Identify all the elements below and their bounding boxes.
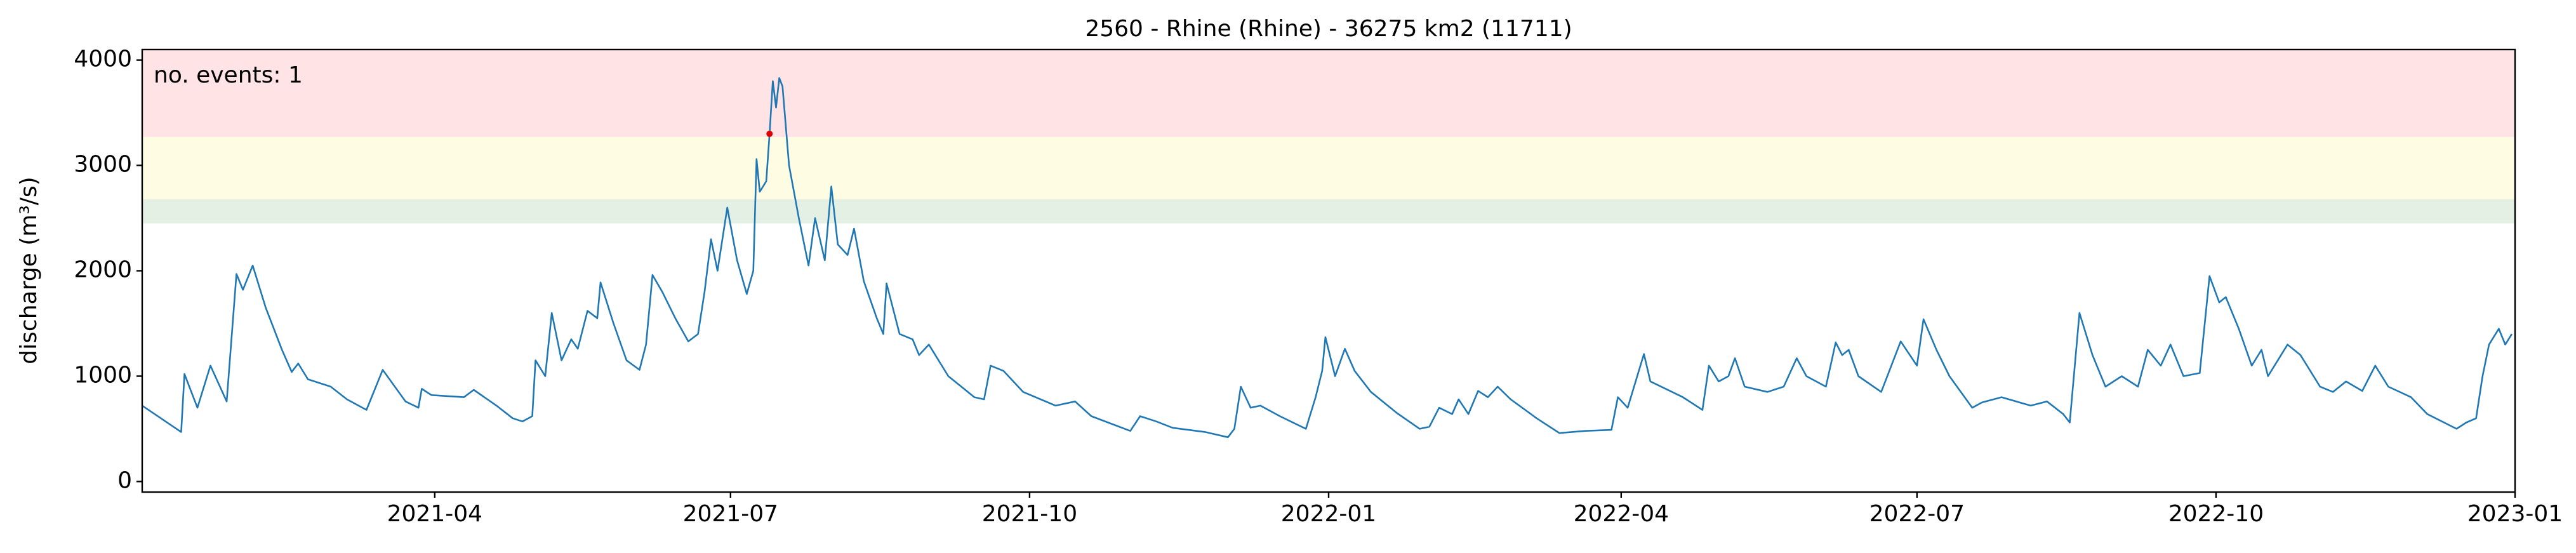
x-tick-label: 2021-10 <box>982 501 1077 527</box>
plot-frame <box>141 48 2516 493</box>
x-tick-label: 2022-07 <box>1869 501 1965 527</box>
discharge-line <box>142 77 2513 438</box>
y-tick-label: 3000 <box>74 152 132 178</box>
y-tick-label: 2000 <box>74 257 132 283</box>
y-axis-label: discharge (m³/s) <box>16 177 42 364</box>
threshold-band <box>142 137 2515 199</box>
x-tick-label: 2021-07 <box>683 501 778 527</box>
x-tick-label: 2022-04 <box>1574 501 1669 527</box>
event-marker <box>766 130 773 137</box>
x-tick-label: 2022-01 <box>1281 501 1376 527</box>
x-tick-label: 2023-01 <box>2467 501 2563 527</box>
y-tick-label: 0 <box>117 467 132 493</box>
x-tick-label: 2021-04 <box>387 501 482 527</box>
threshold-band <box>142 50 2515 137</box>
y-tick-label: 4000 <box>74 46 132 72</box>
annotation: no. events: 1 <box>154 62 303 88</box>
chart-title: 2560 - Rhine (Rhine) - 36275 km2 (11711) <box>1085 16 1572 42</box>
y-tick-label: 1000 <box>74 362 132 388</box>
x-tick-label: 2022-10 <box>2168 501 2264 527</box>
threshold-band <box>142 199 2515 223</box>
